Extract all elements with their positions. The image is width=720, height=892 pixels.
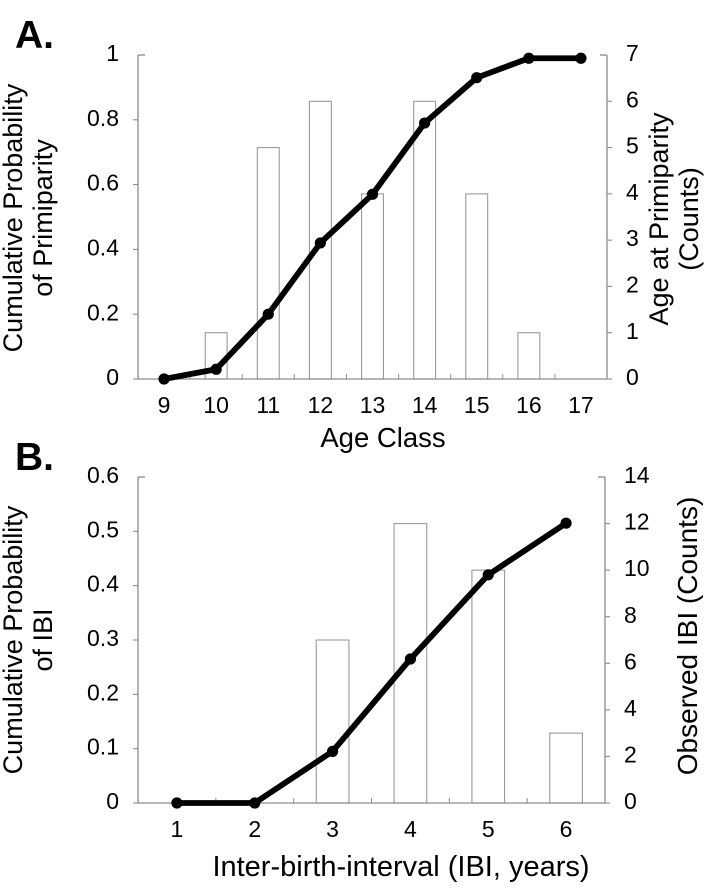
svg-text:4: 4 — [624, 695, 637, 721]
svg-text:1: 1 — [171, 816, 184, 842]
svg-text:10: 10 — [203, 392, 229, 418]
svg-text:(Counts): (Counts) — [674, 167, 704, 271]
svg-text:2: 2 — [624, 742, 637, 768]
svg-text:A.: A. — [15, 14, 54, 57]
svg-text:2: 2 — [626, 272, 639, 298]
svg-text:Age at Primiparity: Age at Primiparity — [644, 112, 674, 326]
svg-text:0.1: 0.1 — [87, 734, 119, 760]
svg-text:14: 14 — [412, 392, 438, 418]
svg-text:Age Class: Age Class — [320, 422, 445, 453]
svg-text:3: 3 — [326, 816, 339, 842]
svg-text:of IBI: of IBI — [28, 608, 58, 671]
svg-text:Cumulative Probability: Cumulative Probability — [0, 505, 28, 774]
svg-text:12: 12 — [308, 392, 334, 418]
svg-text:6: 6 — [624, 648, 637, 674]
svg-text:0.6: 0.6 — [87, 170, 119, 196]
svg-text:0: 0 — [626, 364, 639, 390]
svg-text:5: 5 — [482, 816, 495, 842]
svg-text:Inter-birth-interval (IBI, yea: Inter-birth-interval (IBI, years) — [212, 851, 589, 883]
svg-text:0.8: 0.8 — [87, 105, 119, 131]
svg-text:4: 4 — [626, 179, 639, 205]
svg-text:15: 15 — [464, 392, 490, 418]
svg-text:16: 16 — [516, 392, 542, 418]
svg-text:9: 9 — [158, 392, 171, 418]
svg-text:12: 12 — [624, 509, 650, 535]
svg-text:0: 0 — [624, 788, 637, 814]
svg-text:10: 10 — [624, 555, 650, 581]
svg-text:0.3: 0.3 — [87, 625, 119, 651]
svg-text:0.4: 0.4 — [87, 234, 119, 260]
svg-text:0: 0 — [106, 364, 119, 390]
svg-text:13: 13 — [360, 392, 386, 418]
svg-text:3: 3 — [626, 225, 639, 251]
svg-text:17: 17 — [568, 392, 594, 418]
svg-text:0.2: 0.2 — [87, 679, 119, 705]
svg-text:7: 7 — [626, 40, 639, 66]
svg-text:0.6: 0.6 — [87, 462, 119, 488]
svg-text:1: 1 — [626, 318, 639, 344]
svg-text:0.5: 0.5 — [87, 516, 119, 542]
svg-text:11: 11 — [256, 392, 280, 418]
svg-text:0: 0 — [106, 788, 119, 814]
svg-text:2: 2 — [248, 816, 261, 842]
svg-text:5: 5 — [626, 133, 639, 159]
svg-text:14: 14 — [624, 462, 650, 488]
svg-text:4: 4 — [404, 816, 417, 842]
svg-text:of Primiparity: of Primiparity — [28, 139, 58, 297]
svg-text:6: 6 — [626, 86, 639, 112]
svg-text:1: 1 — [106, 40, 119, 66]
svg-text:0.2: 0.2 — [87, 299, 119, 325]
svg-text:Observed IBI (Counts): Observed IBI (Counts) — [672, 497, 703, 776]
svg-text:6: 6 — [560, 816, 573, 842]
svg-text:B.: B. — [15, 436, 54, 479]
svg-text:Cumulative Probability: Cumulative Probability — [0, 83, 28, 352]
svg-text:0.4: 0.4 — [87, 571, 119, 597]
svg-text:8: 8 — [624, 602, 637, 628]
